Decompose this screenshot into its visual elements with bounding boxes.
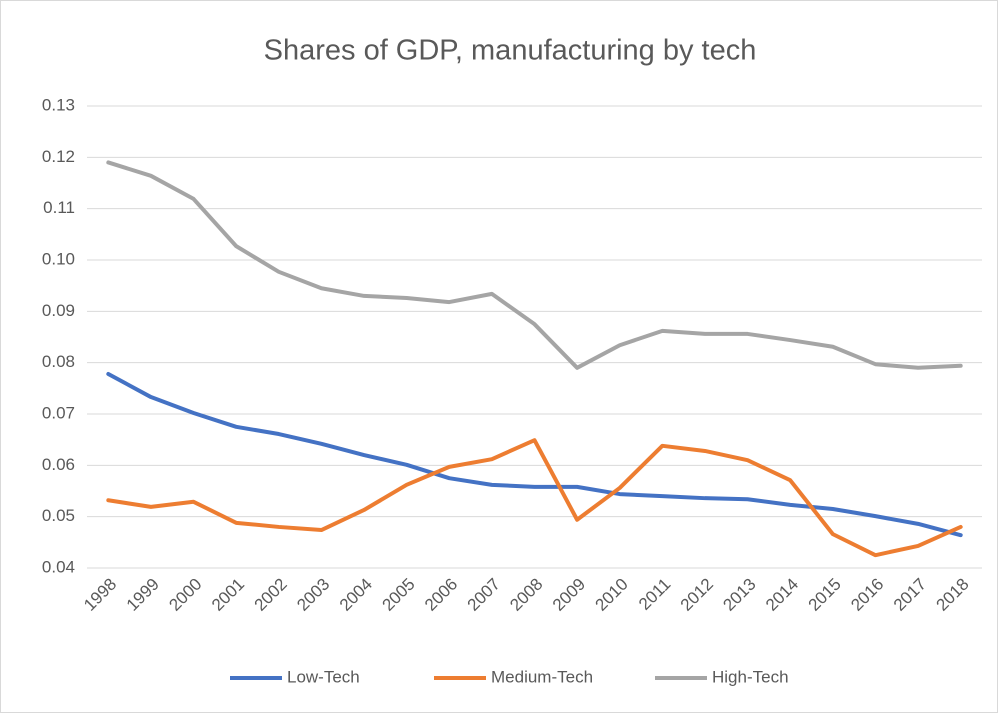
y-tick-label: 0.09 xyxy=(42,301,75,320)
chart-title: Shares of GDP, manufacturing by tech xyxy=(264,35,757,67)
y-tick-label: 0.05 xyxy=(42,506,75,525)
y-tick-label: 0.10 xyxy=(42,249,75,268)
y-tick-label: 0.07 xyxy=(42,403,75,422)
series-line xyxy=(106,160,963,370)
y-tick-label: 0.04 xyxy=(42,557,75,576)
legend-label: High-Tech xyxy=(712,667,789,686)
series-line xyxy=(106,371,963,538)
legend-label: Low-Tech xyxy=(287,667,360,686)
y-tick-label: 0.13 xyxy=(42,95,75,114)
series-line xyxy=(106,438,963,558)
legend-label: Medium-Tech xyxy=(491,667,593,686)
y-tick-label: 0.08 xyxy=(42,352,75,371)
y-tick-label: 0.11 xyxy=(43,198,75,217)
y-tick-label: 0.06 xyxy=(42,455,75,474)
y-tick-label: 0.12 xyxy=(42,147,75,166)
